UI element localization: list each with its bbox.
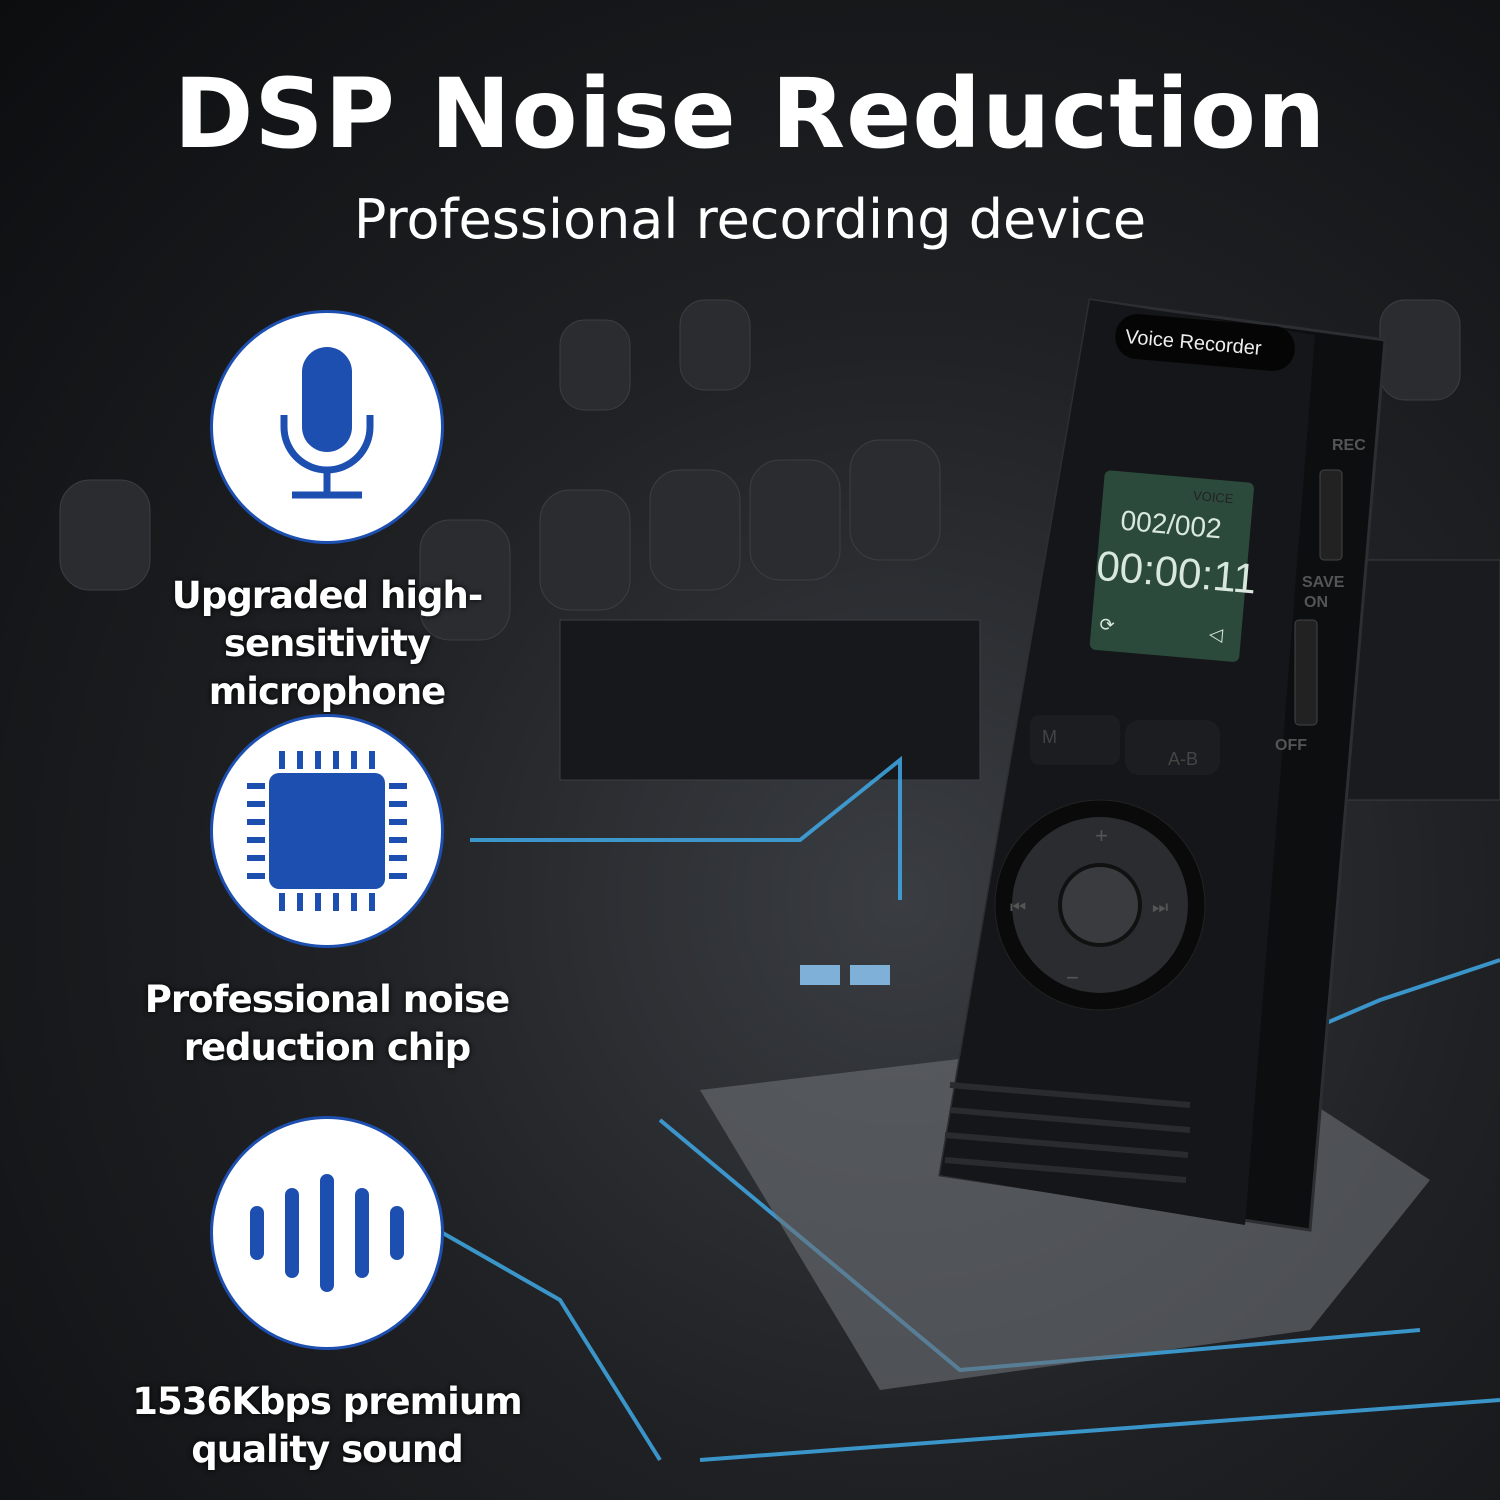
switch-rec-label: REC: [1332, 437, 1366, 454]
switch-off-label: OFF: [1275, 737, 1307, 754]
m-button[interactable]: [1030, 715, 1120, 765]
microphone-icon: [280, 347, 374, 499]
page-title: DSP Noise Reduction: [173, 58, 1327, 170]
feature-sound: 1536Kbps premium quality sound: [127, 1116, 527, 1474]
repeat-icon: ⟳: [1099, 614, 1116, 636]
chip-icon: [247, 751, 407, 911]
voice-recorder-device: Voice Recorder VOICE 002/002 00:00:11 ⟳ …: [938, 298, 1387, 1232]
lcd-mode: VOICE: [1192, 488, 1234, 506]
plus-button[interactable]: +: [1095, 823, 1108, 848]
feature-microphone: Upgraded high-sensitivity microphone: [127, 310, 527, 716]
next-icon[interactable]: ⏭: [1152, 897, 1168, 918]
feature-label-line1: 1536Kbps premium: [132, 1380, 522, 1423]
switch-on-label: ON: [1304, 594, 1328, 611]
page-subtitle: Professional recording device: [353, 188, 1147, 251]
feature-label-line1: Upgraded high-sensitivity: [171, 574, 483, 665]
m-button-label: M: [1042, 727, 1057, 747]
minus-button[interactable]: −: [1066, 965, 1079, 990]
ab-button-label: A-B: [1168, 749, 1198, 769]
previous-icon[interactable]: ⏮: [1010, 897, 1026, 918]
feature-icon-circle: [210, 310, 444, 544]
power-switch[interactable]: [1294, 619, 1318, 726]
speaker-icon: ◁: [1208, 624, 1224, 646]
speaker-grille: [944, 1082, 1191, 1183]
feature-label-line2: microphone: [208, 670, 447, 713]
feature-label-line2: reduction chip: [183, 1026, 472, 1069]
feature-label-line2: quality sound: [191, 1428, 463, 1471]
feature-label-line1: Professional noise: [144, 978, 511, 1021]
feature-icon-circle: [210, 714, 444, 948]
feature-icon-circle: [210, 1116, 444, 1350]
switch-save-label: SAVE: [1302, 574, 1345, 591]
feature-chip: Professional noise reduction chip: [127, 714, 527, 1072]
sound-wave-icon: [250, 1174, 404, 1292]
rec-switch[interactable]: [1319, 469, 1343, 561]
play-pause-button[interactable]: [1058, 863, 1142, 947]
ab-button[interactable]: [1125, 720, 1220, 775]
